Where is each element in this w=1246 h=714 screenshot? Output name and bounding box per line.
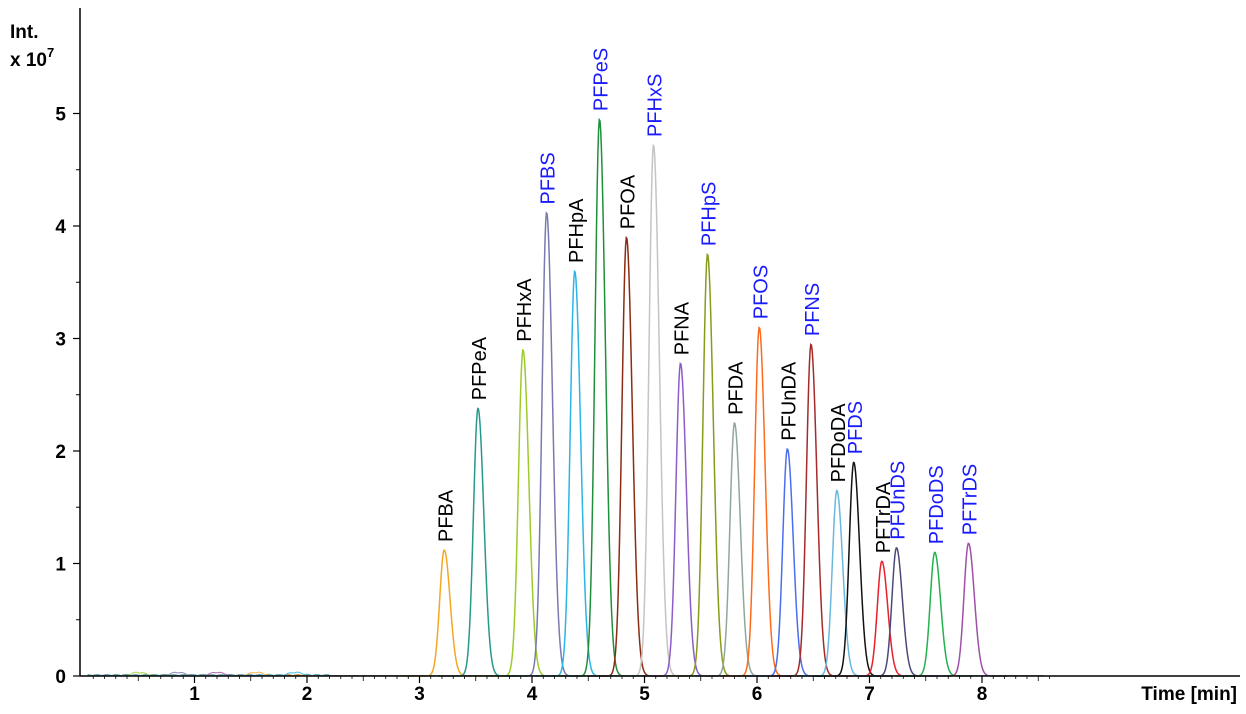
peak-trace xyxy=(535,269,614,677)
axes: 0 1 2 3 4 5 1 2 3 4 5 6 7 8 xyxy=(55,8,1240,705)
x-tick-label: 4 xyxy=(527,684,538,705)
peak-trace xyxy=(483,348,562,677)
peak-trace xyxy=(895,551,974,677)
peak-label: PFOA xyxy=(618,174,640,229)
y-axis-title-multiplier: x 10 xyxy=(10,50,47,71)
y-axis-title-line2: x 107 xyxy=(10,45,54,71)
peak-label: PFUnDS xyxy=(888,461,910,540)
peak-label: PFTrDS xyxy=(960,464,982,535)
y-tick-label: 0 xyxy=(55,667,66,688)
x-tick-label: 3 xyxy=(414,684,425,705)
peak-label: PFNA xyxy=(672,301,694,355)
peak-label: PFDoDS xyxy=(926,465,948,544)
peak-label: PFPeS xyxy=(591,48,613,111)
peak-label: PFDA xyxy=(726,361,748,415)
peak-label: PFDoDA xyxy=(828,403,850,483)
peak-trace xyxy=(748,447,827,677)
x-axis-title: Time [min] xyxy=(1141,684,1237,705)
peak-trace xyxy=(857,546,936,677)
peak-label: PFBA xyxy=(435,489,457,542)
peak-trace xyxy=(641,362,720,677)
peak-trace xyxy=(797,489,876,677)
x-tick-label: 2 xyxy=(302,684,313,705)
peak-label: PFPeA xyxy=(469,336,491,400)
y-tick-label: 4 xyxy=(55,217,66,238)
y-tick-label: 5 xyxy=(55,105,66,126)
x-tick-label: 5 xyxy=(639,684,650,705)
y-tick-label: 3 xyxy=(55,330,66,351)
peak-label: PFHpS xyxy=(699,182,721,246)
y-tick-label: 1 xyxy=(55,555,66,576)
x-tick-label: 1 xyxy=(189,684,200,705)
y-axis-title-line1: Int. xyxy=(10,22,39,43)
peak-trace xyxy=(587,235,666,677)
peak-label: PFTrDA xyxy=(873,481,895,553)
peak-label: PFUnDA xyxy=(778,361,800,441)
y-axis-title-exponent: 7 xyxy=(47,45,54,60)
peak-label: PFHxS xyxy=(645,74,667,137)
peak-label: PFHxA xyxy=(514,278,536,342)
peak-label: PFBS xyxy=(538,152,560,204)
x-tick-label: 7 xyxy=(864,684,875,705)
peak-label: PFNS xyxy=(802,283,824,336)
peak-label: PFDS xyxy=(845,401,867,454)
peak-label: PFHpA xyxy=(566,198,588,263)
peak-trace xyxy=(842,560,921,677)
peak-labels: PFBA PFPeA PFHxA PFBS PFHpA PFPeS PFOA PFHxS PFN… xyxy=(435,48,981,553)
peak-trace xyxy=(695,421,774,677)
x-tick-label: 6 xyxy=(752,684,763,705)
y-tick-label: 2 xyxy=(55,442,66,463)
x-tick-label: 8 xyxy=(977,684,988,705)
peak-label: PFOS xyxy=(750,265,772,319)
